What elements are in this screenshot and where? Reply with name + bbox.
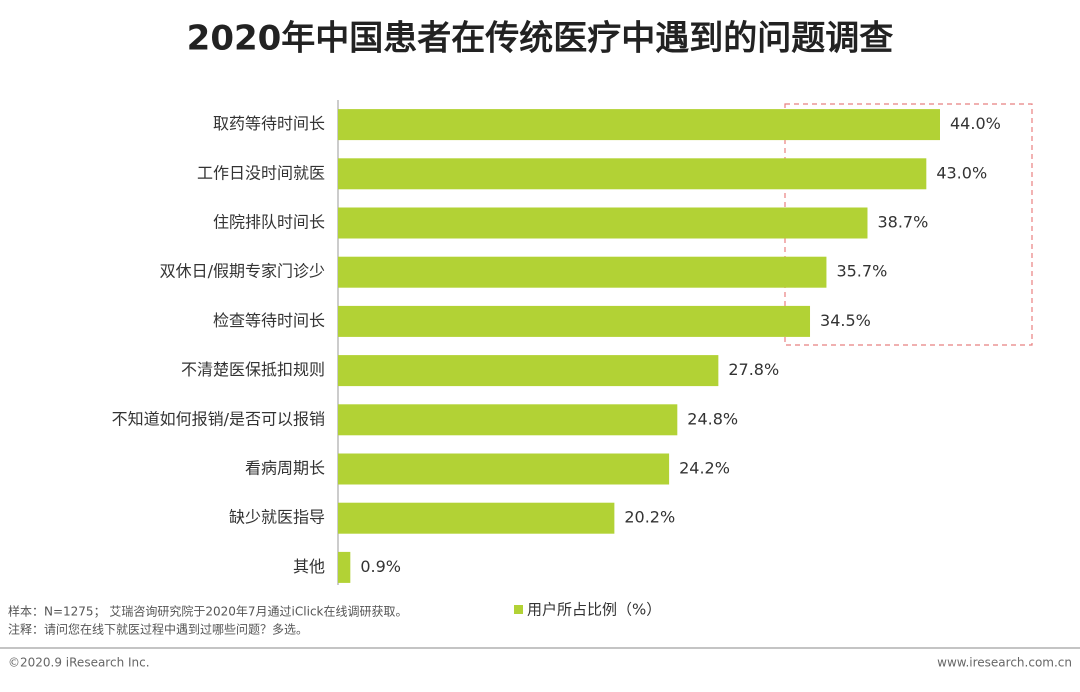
value-label: 34.5% [820, 311, 871, 330]
value-label: 43.0% [936, 163, 987, 182]
chart-title: 2020年中国患者在传统医疗中遇到的问题调查 [187, 19, 894, 59]
bar [338, 256, 827, 288]
bar [338, 207, 868, 239]
category-label: 检查等待时间长 [213, 311, 325, 330]
category-label: 双休日/假期专家门诊少 [160, 262, 325, 281]
copyright: ©2020.9 iResearch Inc. [8, 656, 150, 670]
category-label: 看病周期长 [245, 459, 325, 478]
category-label: 其他 [293, 557, 325, 576]
category-label: 缺少就医指导 [229, 508, 325, 527]
bar [338, 305, 811, 337]
category-label: 住院排队时间长 [213, 213, 325, 232]
value-label: 44.0% [950, 114, 1001, 133]
website: www.iresearch.com.cn [937, 656, 1072, 670]
bar [338, 404, 678, 436]
category-label: 不清楚医保抵扣规则 [181, 360, 325, 379]
legend-swatch [514, 605, 523, 614]
value-label: 27.8% [728, 360, 779, 379]
note: 注释：请问您在线下就医过程中遇到过哪些问题？多选。 [8, 622, 308, 637]
bar [338, 158, 927, 190]
value-label: 38.7% [877, 213, 928, 232]
legend-label: 用户所占比例（%） [527, 601, 661, 619]
bar [338, 453, 670, 485]
bar [338, 502, 615, 534]
category-label: 不知道如何报销/是否可以报销 [112, 409, 325, 428]
value-label: 24.8% [687, 409, 738, 428]
value-label: 0.9% [360, 557, 401, 576]
value-label: 35.7% [836, 262, 887, 281]
bar [338, 109, 940, 141]
note: 样本：N=1275； 艾瑞咨询研究院于2020年7月通过iClick在线调研获取… [8, 604, 408, 619]
category-label: 工作日没时间就医 [197, 163, 325, 182]
bar [338, 355, 719, 387]
value-label: 24.2% [679, 459, 730, 478]
bar [338, 551, 351, 583]
category-label: 取药等待时间长 [213, 114, 325, 133]
value-label: 20.2% [624, 508, 675, 527]
